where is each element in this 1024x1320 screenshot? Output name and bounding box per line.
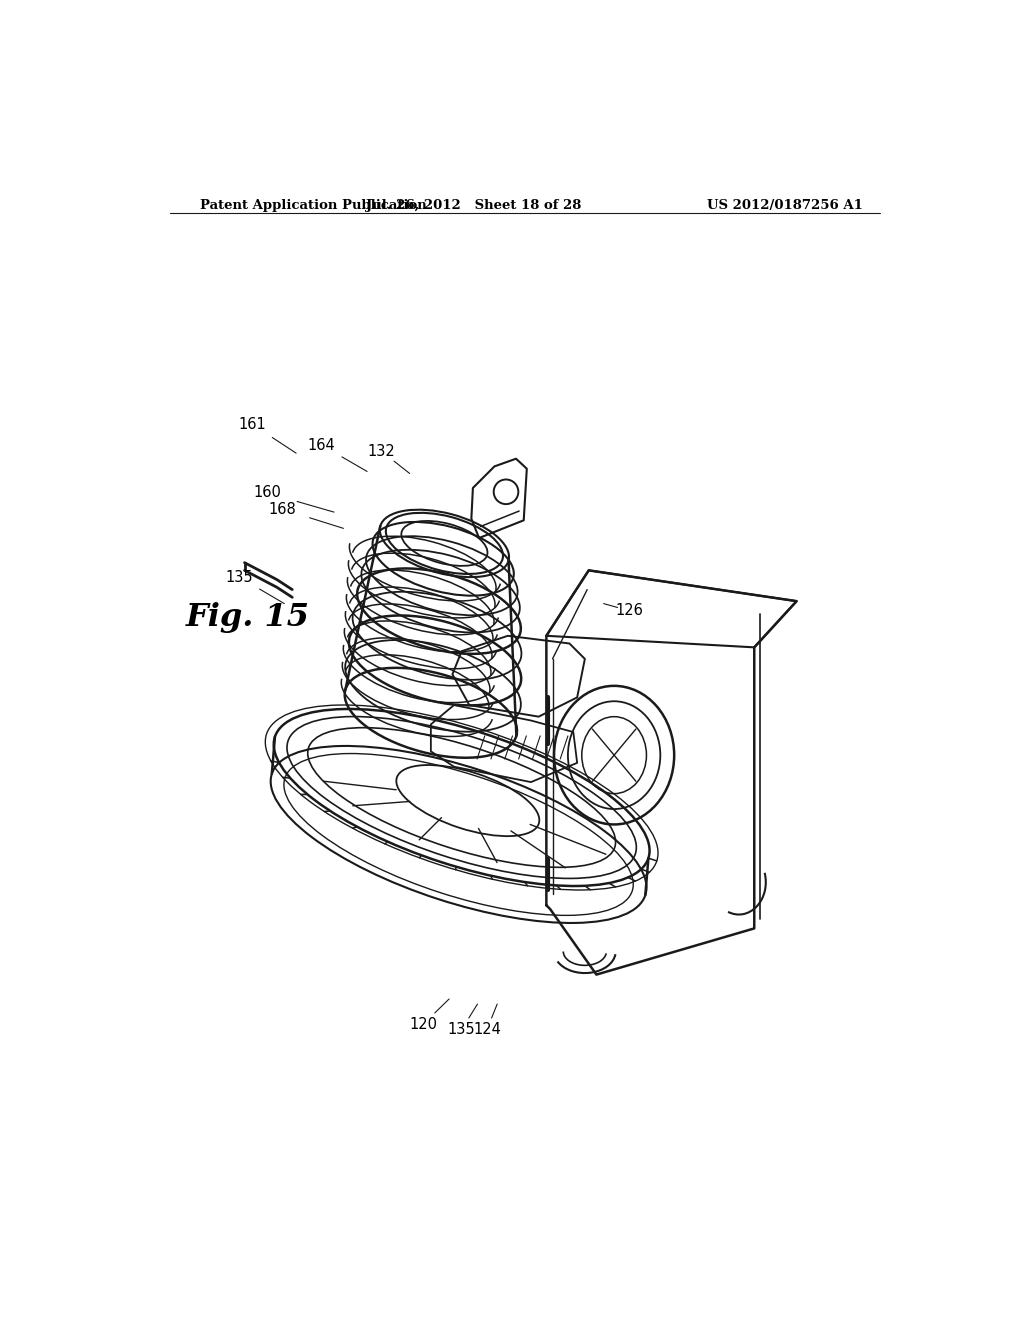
Text: Patent Application Publication: Patent Application Publication (200, 199, 427, 213)
Text: 135: 135 (225, 570, 253, 585)
Text: 168: 168 (268, 502, 296, 516)
Text: 126: 126 (615, 603, 643, 618)
Text: Fig. 15: Fig. 15 (185, 602, 309, 634)
Text: 161: 161 (239, 417, 266, 432)
Text: 160: 160 (253, 486, 281, 500)
Text: Jul. 26, 2012   Sheet 18 of 28: Jul. 26, 2012 Sheet 18 of 28 (366, 199, 582, 213)
Text: 124: 124 (473, 1022, 501, 1038)
Text: 120: 120 (409, 1016, 437, 1032)
Text: 132: 132 (368, 444, 395, 458)
Text: 164: 164 (307, 437, 335, 453)
Text: 135: 135 (447, 1022, 475, 1038)
Text: US 2012/0187256 A1: US 2012/0187256 A1 (707, 199, 863, 213)
